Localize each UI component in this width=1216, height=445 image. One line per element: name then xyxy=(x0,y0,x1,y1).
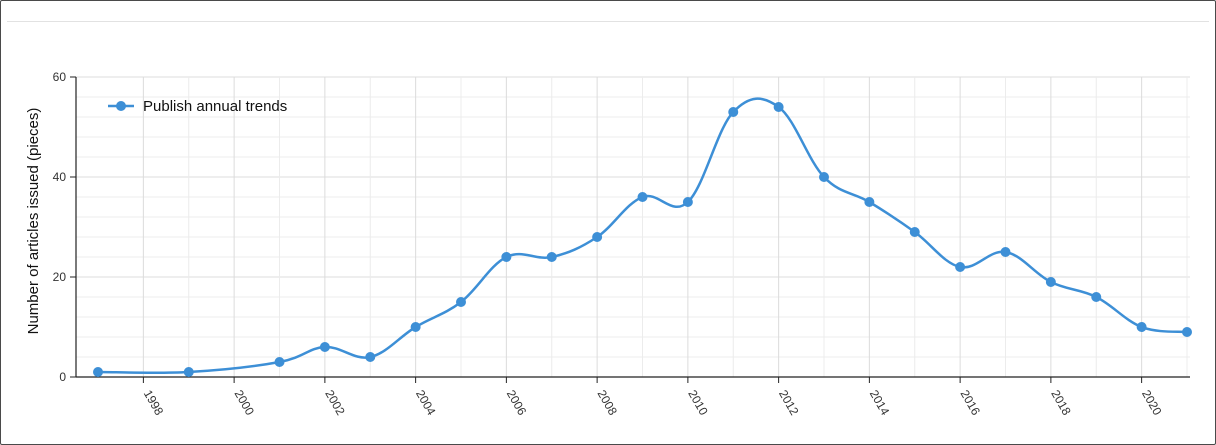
data-point xyxy=(1000,247,1011,257)
data-point xyxy=(592,232,603,242)
data-point xyxy=(501,252,512,262)
x-tick-label: 2010 xyxy=(685,388,711,418)
y-tick-label: 40 xyxy=(53,170,67,184)
data-point xyxy=(546,252,557,262)
data-points xyxy=(93,102,1192,377)
axes: 0 20 40 60 1998 2000 2002 2004 2006 2008 2010 2012 2… xyxy=(53,70,1190,418)
data-point xyxy=(319,342,330,352)
panel-divider xyxy=(7,21,1209,22)
data-point xyxy=(93,367,103,377)
legend: Publish annual trends xyxy=(108,98,287,115)
data-point xyxy=(274,357,285,367)
data-point xyxy=(1182,327,1192,337)
x-tick-label: 2000 xyxy=(232,388,258,418)
data-point xyxy=(728,107,739,117)
data-point xyxy=(1136,322,1147,332)
x-tick-label: 2002 xyxy=(322,388,348,418)
data-point xyxy=(773,102,784,112)
data-point xyxy=(456,297,466,307)
y-tick-label: 60 xyxy=(53,70,67,84)
data-point xyxy=(410,322,421,332)
data-point xyxy=(955,262,966,272)
x-tick-label: 2016 xyxy=(958,388,984,418)
data-point xyxy=(819,172,829,182)
data-point xyxy=(682,197,693,207)
y-tick-label: 0 xyxy=(59,370,66,384)
x-tick-label: 2008 xyxy=(595,388,621,418)
x-tick-label: 2012 xyxy=(776,388,802,418)
data-point xyxy=(1091,292,1102,302)
data-point xyxy=(637,192,648,202)
x-tick-label: 2006 xyxy=(504,388,530,418)
y-axis-title: Number of articles issued (pieces) xyxy=(25,108,42,335)
x-tick-label: 2014 xyxy=(867,388,893,418)
data-point xyxy=(864,197,875,207)
grid-lines xyxy=(76,76,1190,377)
y-tick-label: 20 xyxy=(53,270,67,284)
x-tick-label: 2020 xyxy=(1139,388,1165,418)
x-tick-label: 2004 xyxy=(413,388,439,418)
x-tick-label: 1998 xyxy=(141,388,167,418)
data-point xyxy=(1045,277,1056,287)
data-point xyxy=(909,227,920,237)
legend-dot-marker xyxy=(116,101,126,111)
data-point xyxy=(183,367,194,377)
x-tick-label: 2018 xyxy=(1048,388,1074,418)
legend-label: Publish annual trends xyxy=(143,98,287,115)
data-point xyxy=(365,352,376,362)
